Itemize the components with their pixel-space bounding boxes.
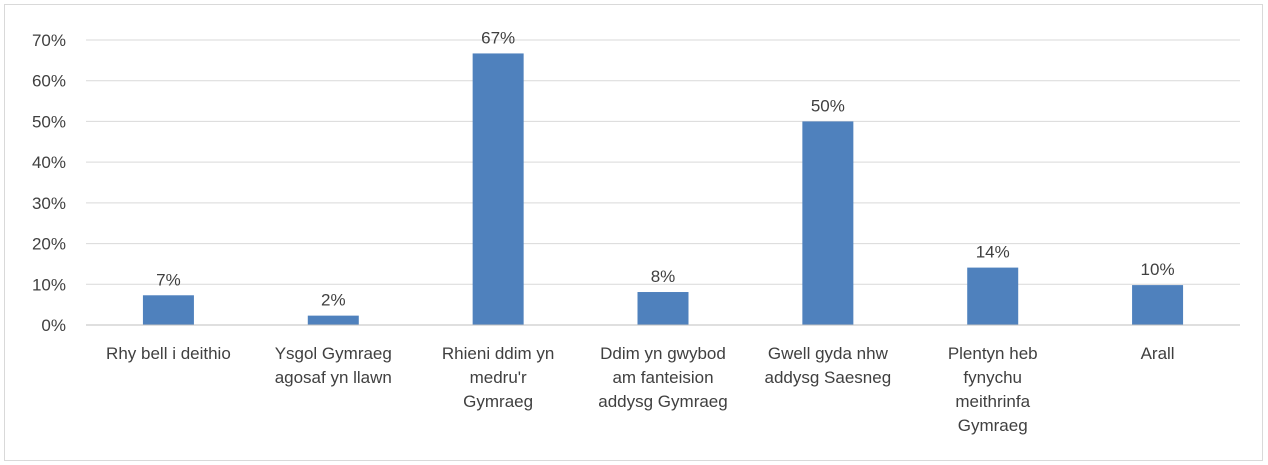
bar (1132, 285, 1184, 325)
data-label: 67% (481, 28, 515, 47)
category-label: Gwell gyda nhw addysg Saesneg (765, 344, 892, 387)
category-label: Plentyn heb fynychu meithrinfa Gymraeg (948, 344, 1038, 435)
bar (142, 295, 194, 325)
data-label: 10% (1141, 260, 1175, 279)
y-tick-label: 20% (32, 235, 66, 254)
bar (802, 121, 854, 325)
category-label: Rhieni ddim yn medru'r Gymraeg (442, 344, 554, 411)
y-tick-label: 60% (32, 72, 66, 91)
y-tick-label: 50% (32, 112, 66, 131)
data-label: 8% (651, 267, 676, 286)
category-label: Rhy bell i deithio (106, 344, 231, 363)
bar (472, 53, 524, 325)
y-tick-label: 10% (32, 275, 66, 294)
y-tick-label: 40% (32, 153, 66, 172)
data-label: 14% (976, 243, 1010, 262)
data-label: 7% (156, 270, 181, 289)
data-label: 50% (811, 96, 845, 115)
bar (307, 315, 359, 325)
category-label: Ysgol Gymraeg agosaf yn llawn (275, 344, 392, 387)
y-tick-label: 0% (41, 316, 66, 335)
y-tick-label: 30% (32, 194, 66, 213)
data-label: 2% (321, 291, 346, 310)
y-tick-label: 70% (32, 31, 66, 50)
category-label: Ddim yn gwybod am fanteision addysg Gymrae… (598, 344, 727, 411)
chart-frame (4, 4, 1263, 461)
category-label: Arall (1141, 344, 1175, 363)
bar (967, 267, 1019, 325)
bar (637, 292, 689, 325)
